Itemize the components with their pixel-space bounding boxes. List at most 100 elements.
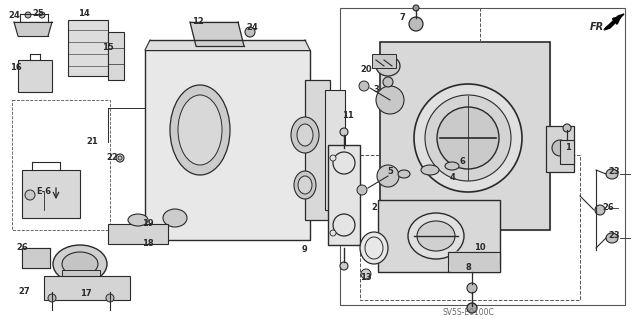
Ellipse shape [297,124,313,146]
Ellipse shape [417,221,455,251]
Bar [22,170,80,218]
Bar [18,60,52,92]
Ellipse shape [595,205,605,215]
Bar [325,90,345,210]
Bar [328,145,360,245]
Ellipse shape [128,214,148,226]
Polygon shape [380,42,550,230]
Ellipse shape [294,171,316,199]
Ellipse shape [359,81,369,91]
Text: 15: 15 [102,43,114,53]
Bar [448,252,500,272]
Ellipse shape [340,128,348,136]
Bar [546,126,574,172]
Text: FR.: FR. [590,22,608,32]
Text: 16: 16 [10,63,22,72]
Polygon shape [14,22,52,36]
Text: 10: 10 [474,243,486,253]
Text: 3: 3 [373,85,379,94]
Text: 23: 23 [608,167,620,176]
Ellipse shape [245,27,255,37]
Text: 1: 1 [565,144,571,152]
Text: 8: 8 [465,263,471,272]
Ellipse shape [408,213,464,259]
Bar [360,155,580,300]
Text: 9: 9 [301,246,307,255]
Bar [372,54,396,68]
Ellipse shape [25,190,35,200]
Ellipse shape [376,56,400,76]
Ellipse shape [178,95,222,165]
Text: 5: 5 [387,167,393,176]
Ellipse shape [330,230,336,236]
Bar [145,50,310,240]
Bar [378,200,500,272]
Ellipse shape [413,5,419,11]
Ellipse shape [25,12,31,18]
Text: 26: 26 [602,204,614,212]
Ellipse shape [291,117,319,153]
Ellipse shape [116,154,124,162]
Ellipse shape [414,84,522,192]
Bar [12,100,110,230]
Text: 7: 7 [399,13,405,23]
Text: 13: 13 [360,273,372,283]
Text: 19: 19 [142,219,154,228]
Text: 2: 2 [371,204,377,212]
Bar [560,140,574,164]
Text: 26: 26 [16,243,28,253]
Ellipse shape [606,169,618,179]
Ellipse shape [425,95,511,181]
Ellipse shape [360,232,388,264]
Text: 4: 4 [449,174,455,182]
Ellipse shape [383,77,393,87]
Ellipse shape [398,170,410,178]
Ellipse shape [376,86,404,114]
Text: E-6: E-6 [36,188,52,197]
Ellipse shape [409,17,423,31]
Ellipse shape [357,185,367,195]
Polygon shape [604,14,624,30]
Bar [108,224,168,244]
Text: SV5S-E0100C: SV5S-E0100C [442,308,494,317]
Text: 24: 24 [8,11,20,20]
Ellipse shape [298,176,312,194]
Ellipse shape [361,269,371,279]
Ellipse shape [377,165,399,187]
Polygon shape [448,252,500,272]
Text: 12: 12 [192,18,204,26]
Ellipse shape [163,209,187,227]
Polygon shape [22,248,50,268]
Text: 11: 11 [342,112,354,121]
Text: 27: 27 [18,287,30,296]
Bar [68,20,108,76]
Ellipse shape [437,107,499,169]
Ellipse shape [330,155,336,161]
Ellipse shape [467,283,477,293]
Text: 25: 25 [32,10,44,19]
Ellipse shape [421,165,439,175]
Text: 23: 23 [608,232,620,241]
Bar [380,42,550,230]
Ellipse shape [563,124,571,132]
Ellipse shape [39,12,45,18]
Text: 24: 24 [246,24,258,33]
Ellipse shape [340,262,348,270]
Ellipse shape [606,233,618,243]
Ellipse shape [170,85,230,175]
Bar [340,8,625,305]
Ellipse shape [118,156,122,160]
Polygon shape [145,40,310,50]
Ellipse shape [552,140,568,156]
Text: 17: 17 [80,290,92,299]
Bar [108,32,124,80]
Ellipse shape [467,303,477,313]
Text: 20: 20 [360,65,372,75]
Bar [62,270,100,285]
Bar [305,80,330,220]
Text: 14: 14 [78,10,90,19]
Ellipse shape [445,162,459,170]
Polygon shape [190,22,244,46]
Text: 6: 6 [459,158,465,167]
Ellipse shape [62,252,98,276]
